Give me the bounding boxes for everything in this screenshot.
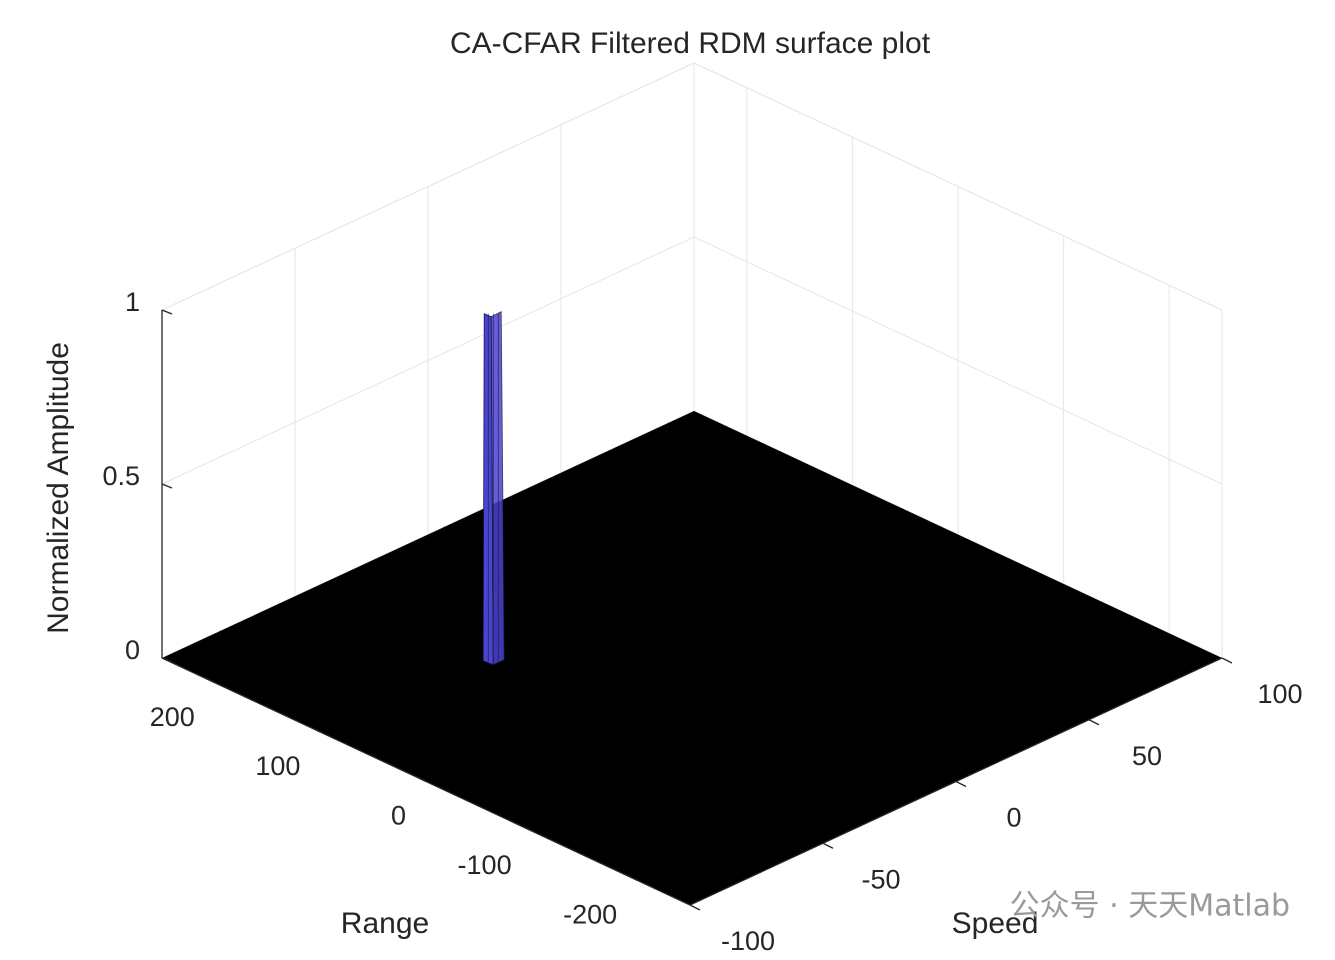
y-axis-label: Speed [952, 907, 1039, 940]
x-tick-label: -100 [458, 850, 512, 880]
x-tick-label: 0 [391, 801, 406, 831]
surface-floor [162, 411, 1222, 905]
y-tick [955, 780, 967, 788]
z-axis-label: Normalized Amplitude [42, 342, 75, 634]
y-tick [1088, 719, 1100, 726]
x-tick-label: 100 [255, 751, 300, 781]
watermark: 公众号 · 天天Matlab [1010, 889, 1290, 924]
y-tick [689, 904, 701, 911]
y-tick-label: -50 [861, 864, 900, 894]
x-tick [415, 775, 427, 783]
x-tick [310, 726, 321, 733]
z-tick-label: 1 [125, 287, 140, 317]
x-tick [521, 825, 532, 832]
z-tick [161, 483, 173, 489]
box-edge [693, 62, 1223, 311]
z-tick-label: 0 [125, 635, 140, 665]
x-tick [204, 677, 216, 684]
y-tick-label: 0 [1006, 803, 1021, 833]
z-tick [161, 309, 173, 315]
x-tick-label: 200 [150, 702, 195, 732]
x-axis-label: Range [341, 907, 429, 940]
y-tick-label: 50 [1132, 741, 1162, 771]
y-tick-label: 100 [1257, 679, 1302, 709]
y-tick [1221, 657, 1233, 664]
x-tick-label: -200 [563, 899, 617, 929]
y-tick [822, 842, 834, 849]
z-tick-label: 0.5 [102, 461, 140, 491]
chart-title: CA-CFAR Filtered RDM surface plot [450, 27, 931, 60]
y-tick-label: -100 [721, 926, 775, 956]
box-edge [161, 62, 695, 311]
x-tick [626, 874, 638, 881]
z-tick [161, 657, 173, 663]
peak [490, 311, 505, 666]
